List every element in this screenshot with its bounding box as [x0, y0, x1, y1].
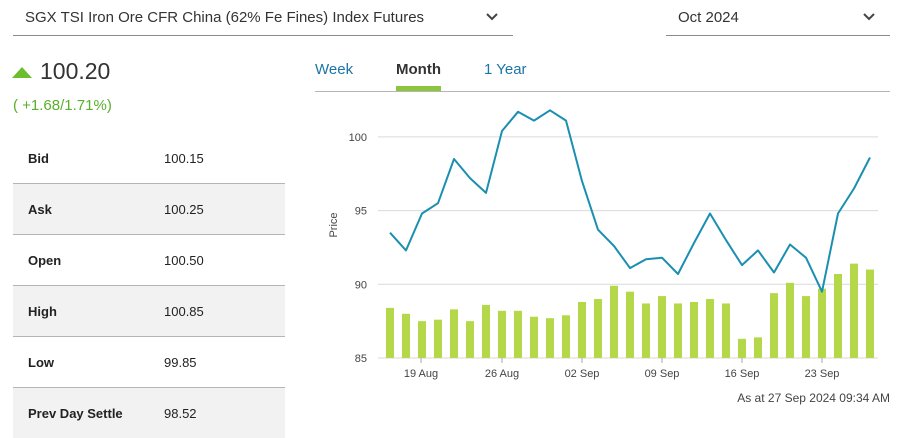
price-change: ( +1.68/1.71%) — [13, 97, 112, 114]
bar — [786, 282, 794, 358]
chevron-down-icon — [863, 13, 875, 21]
x-tick-label: 16 Sep — [725, 368, 760, 380]
bar — [466, 321, 474, 358]
price-chart: 85 90 95 100 Price 19 Aug 26 Aug 02 Sep 09 Sep 16… — [328, 109, 878, 380]
y-tick-label: 90 — [355, 279, 367, 291]
tab-week[interactable]: Week — [315, 61, 354, 78]
quote-value: 100.15 — [164, 150, 204, 166]
bar — [594, 299, 602, 358]
y-tick-label: 85 — [355, 353, 367, 365]
bar — [674, 303, 682, 358]
quote-row-low: Low 99.85 — [13, 337, 285, 388]
quote-label: Bid — [28, 150, 49, 166]
bar — [834, 273, 842, 358]
bar — [402, 313, 410, 358]
x-tick-label: 02 Sep — [565, 368, 600, 380]
quote-table: Bid 100.15 Ask 100.25 Open 100.50 High 1… — [13, 133, 285, 438]
y-axis-label: Price — [328, 212, 340, 237]
quote-row-ask: Ask 100.25 — [13, 184, 285, 235]
bar — [690, 301, 698, 358]
quote-label: Open — [28, 252, 62, 268]
triangle-up-icon — [12, 67, 32, 78]
y-tick-label: 95 — [355, 206, 367, 218]
bar — [578, 301, 586, 358]
quote-row-prev-settle: Prev Day Settle 98.52 — [13, 388, 285, 438]
price-line — [389, 109, 871, 293]
quote-value: 100.85 — [164, 303, 204, 319]
bar — [562, 315, 570, 358]
bar — [642, 303, 650, 358]
tab-month[interactable]: Month — [396, 61, 441, 91]
quote-row-high: High 100.85 — [13, 286, 285, 337]
bar — [818, 288, 826, 358]
bar — [546, 318, 554, 358]
quote-value: 100.50 — [164, 252, 204, 268]
quote-label: Low — [28, 354, 54, 370]
contract-month-select[interactable]: Oct 2024 — [666, 0, 890, 36]
bar — [738, 338, 746, 358]
y-tick-label: 100 — [349, 132, 367, 144]
bar — [802, 296, 810, 358]
quote-value: 100.25 — [164, 201, 204, 217]
bar — [450, 309, 458, 358]
bar — [866, 269, 874, 358]
bar — [722, 303, 730, 358]
bar — [706, 299, 714, 358]
chevron-down-icon — [486, 13, 498, 21]
quote-label: Ask — [28, 201, 52, 217]
bar — [754, 337, 762, 358]
last-price: 100.20 — [40, 58, 111, 84]
bar — [514, 310, 522, 358]
x-tick-label: 09 Sep — [645, 368, 680, 380]
contract-select-value: SGX TSI Iron Ore CFR China (62% Fe Fines… — [25, 9, 425, 26]
quote-label: High — [28, 303, 57, 319]
bar — [770, 293, 778, 358]
bar — [626, 291, 634, 358]
as-at-timestamp: As at 27 Sep 2024 09:34 AM — [737, 391, 890, 405]
period-tabs: Week Month 1 Year — [315, 57, 890, 92]
quote-value: 99.85 — [164, 354, 197, 370]
contract-select[interactable]: SGX TSI Iron Ore CFR China (62% Fe Fines… — [13, 0, 513, 36]
quote-value: 98.52 — [164, 405, 197, 421]
x-tick-label: 26 Aug — [485, 368, 519, 380]
bar — [434, 319, 442, 358]
x-tick-label: 19 Aug — [404, 368, 438, 380]
bar — [418, 321, 426, 358]
bar — [386, 307, 394, 358]
x-tick-label: 23 Sep — [805, 368, 840, 380]
last-price-row: 100.20 — [12, 58, 110, 85]
bar — [850, 263, 858, 358]
tab-1-year[interactable]: 1 Year — [484, 61, 527, 78]
bar — [530, 316, 538, 358]
quote-row-bid: Bid 100.15 — [13, 133, 285, 184]
quote-row-open: Open 100.50 — [13, 235, 285, 286]
quote-label: Prev Day Settle — [28, 405, 123, 421]
bar — [498, 310, 506, 358]
bar — [482, 304, 490, 358]
bar — [610, 285, 618, 358]
contract-month-value: Oct 2024 — [678, 9, 739, 26]
bar — [658, 296, 666, 358]
